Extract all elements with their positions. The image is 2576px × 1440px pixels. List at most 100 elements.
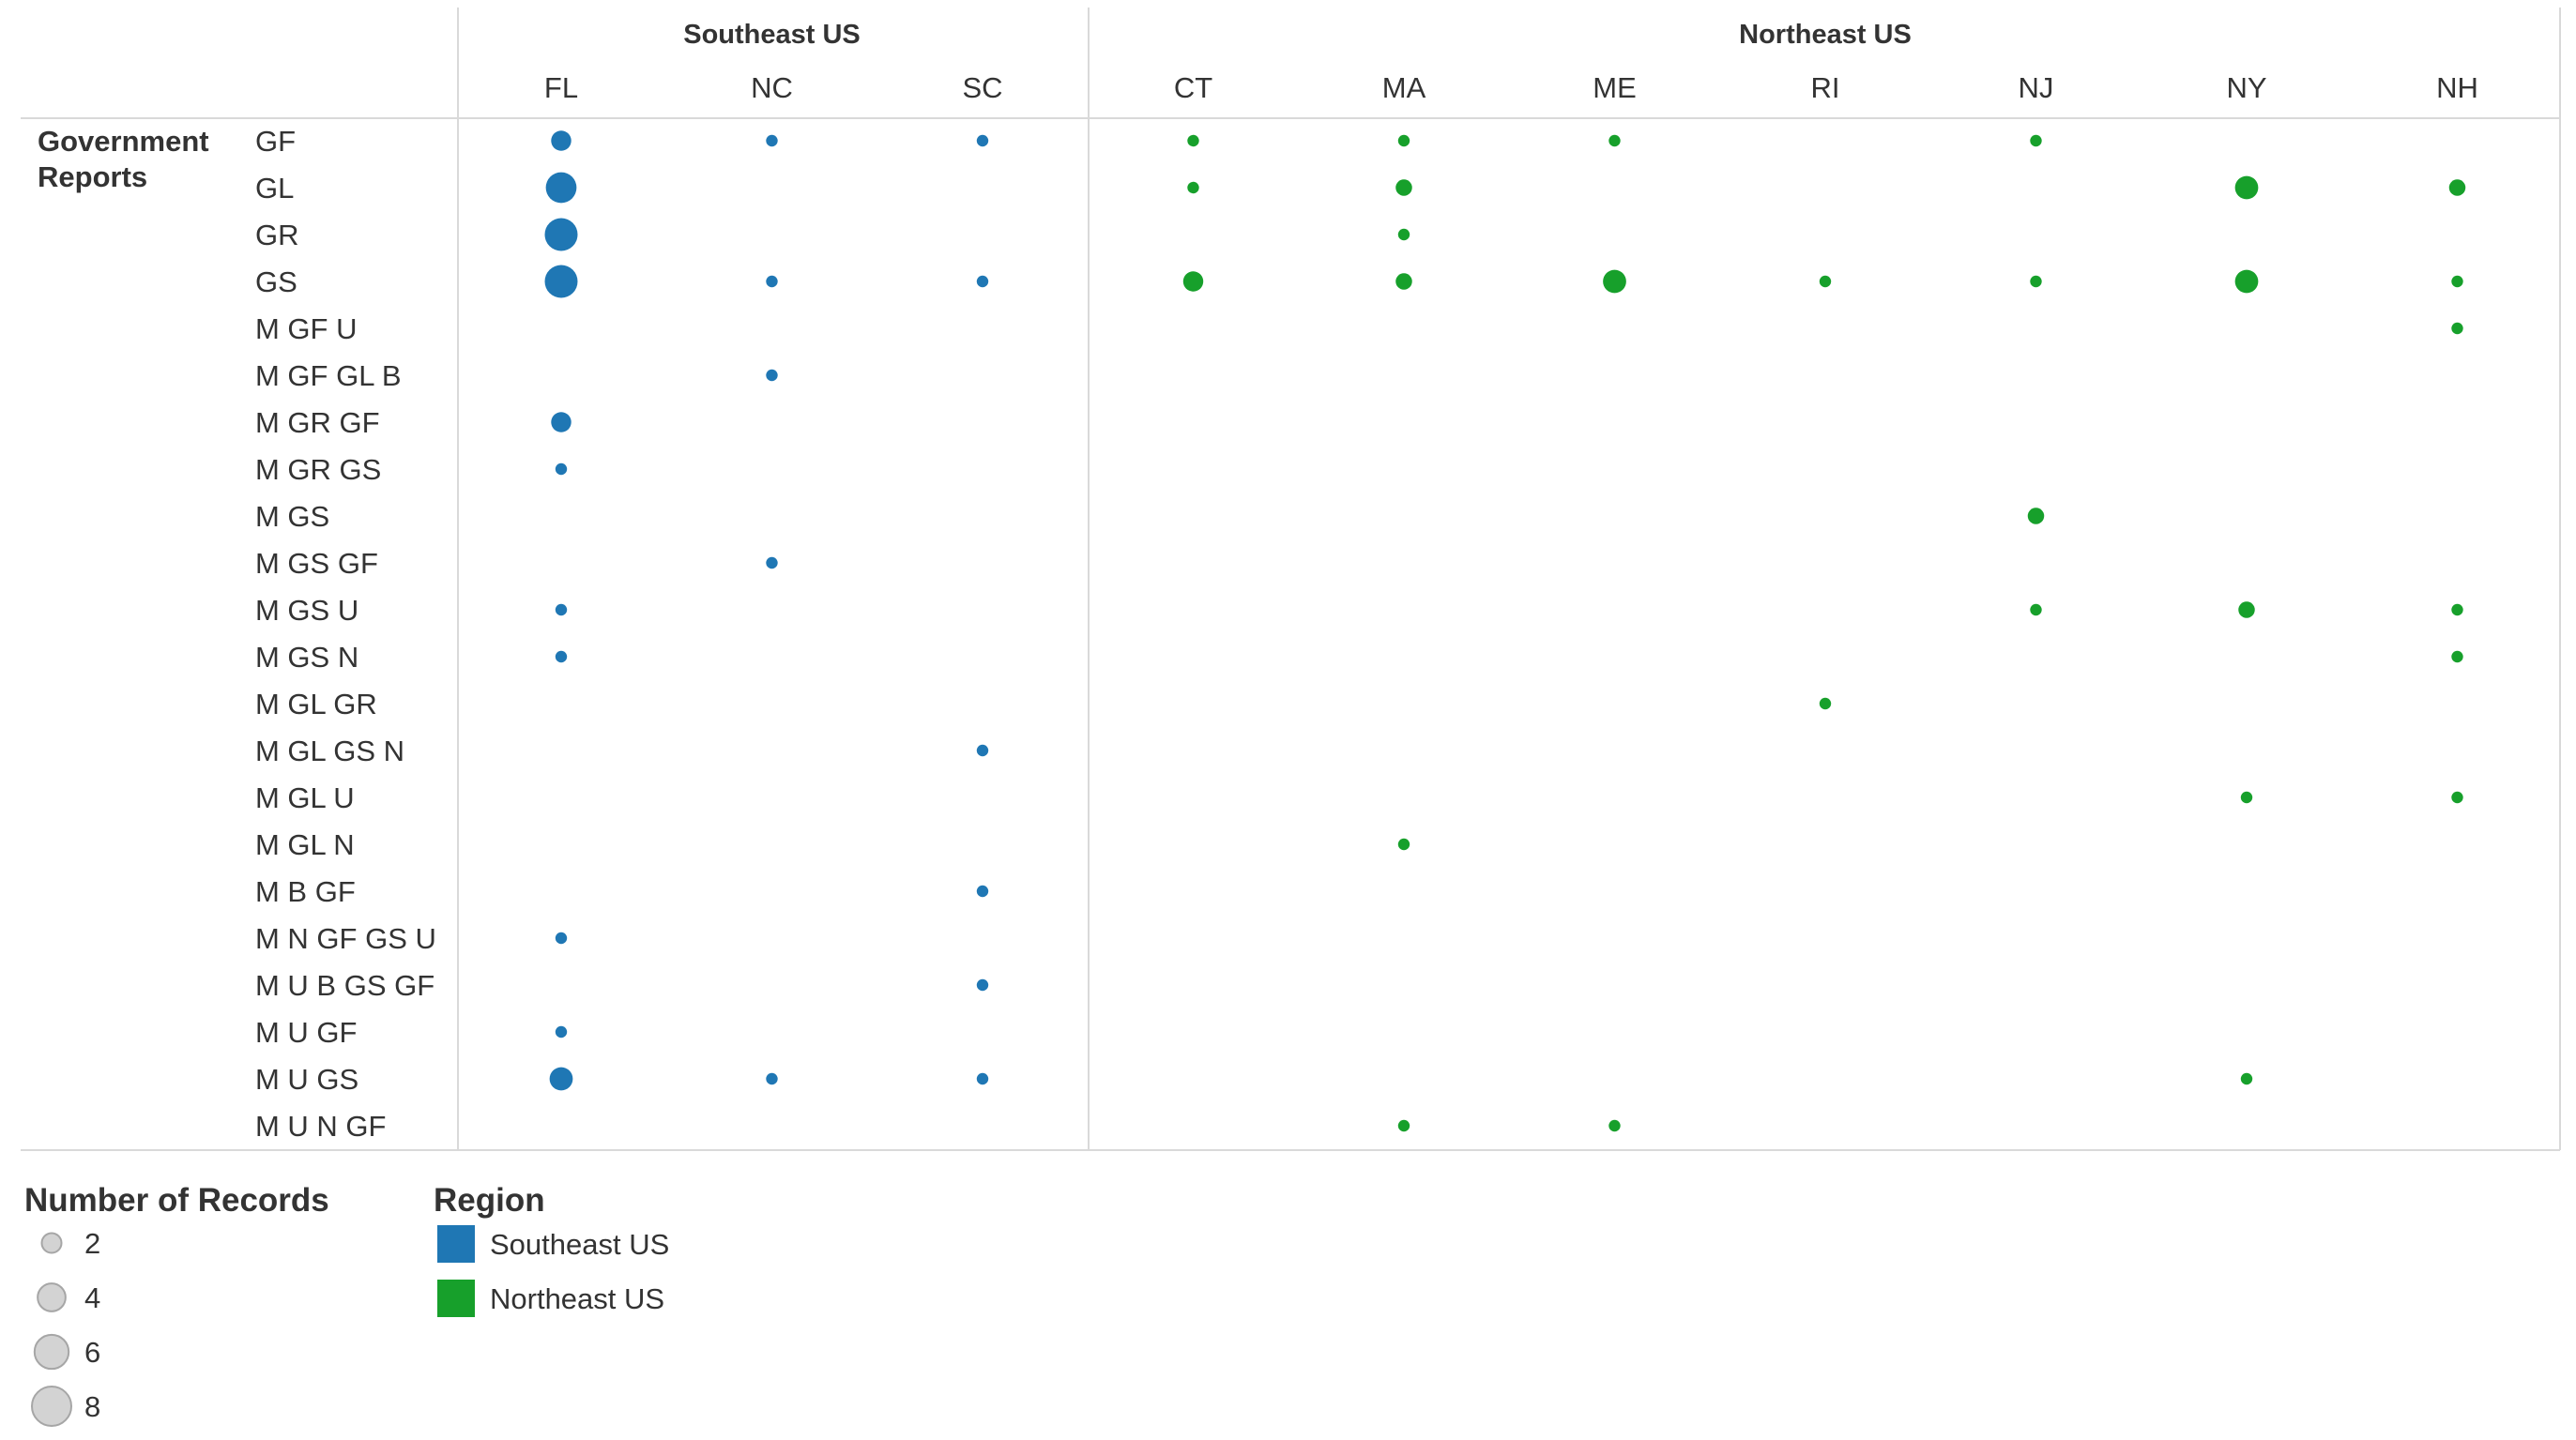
bubble-mark[interactable] — [545, 172, 577, 204]
row-label: M GS GF — [255, 547, 378, 580]
bubble-mark[interactable] — [551, 130, 572, 151]
row-label: M U N GF — [255, 1110, 387, 1143]
region-header: Southeast US — [683, 20, 861, 50]
color-legend-label[interactable]: Southeast US — [490, 1228, 669, 1261]
color-legend-label[interactable]: Northeast US — [490, 1282, 664, 1315]
bubble-mark[interactable] — [1819, 275, 1832, 288]
state-header: NH — [2436, 71, 2478, 104]
bubble-mark[interactable] — [2234, 269, 2259, 294]
bubble-mark[interactable] — [1603, 269, 1626, 294]
bubble-mark[interactable] — [1395, 273, 1412, 290]
region-header: Northeast US — [1739, 20, 1912, 50]
bubble-mark[interactable] — [766, 275, 778, 288]
row-label: M U B GS GF — [255, 969, 434, 1002]
bubble-mark[interactable] — [2448, 179, 2466, 196]
state-header: NJ — [2019, 71, 2054, 104]
row-label: M N GF GS U — [255, 922, 436, 955]
bubble-mark[interactable] — [976, 1072, 989, 1085]
bubble-mark[interactable] — [555, 462, 568, 476]
bubble-mark[interactable] — [2030, 603, 2042, 616]
bubble-mark[interactable] — [976, 744, 989, 757]
row-label: M B GF — [255, 875, 356, 908]
grid-lines — [21, 8, 2561, 1151]
size-legend-circle — [31, 1386, 72, 1427]
state-header: FL — [544, 71, 578, 104]
bubble-mark[interactable] — [555, 1025, 568, 1038]
row-label: M GR GF — [255, 406, 380, 439]
bubble-mark[interactable] — [2238, 601, 2255, 618]
bubble-mark[interactable] — [976, 275, 989, 288]
size-legend-circle — [40, 1232, 63, 1254]
row-label: M GL U — [255, 781, 355, 814]
row-label: GS — [255, 265, 297, 298]
bubble-mark[interactable] — [1608, 1119, 1621, 1132]
bubble-mark[interactable] — [2240, 791, 2253, 804]
bubble-mark[interactable] — [2451, 650, 2463, 663]
bubble-mark[interactable] — [1819, 697, 1832, 710]
row-label: M GF U — [255, 312, 358, 345]
size-legend-title: Number of Records — [24, 1182, 329, 1219]
bubble-mark[interactable] — [1187, 181, 1199, 194]
size-legend-label: 4 — [84, 1281, 100, 1314]
size-legend-circle — [33, 1333, 70, 1371]
bubble-mark[interactable] — [976, 885, 989, 898]
bubble-mark[interactable] — [1397, 228, 1410, 241]
row-label: M GR GS — [255, 453, 381, 486]
row-label: M U GF — [255, 1016, 358, 1049]
state-header: ME — [1593, 71, 1637, 104]
color-legend-title: Region — [434, 1182, 545, 1219]
bubble-mark[interactable] — [549, 1067, 573, 1091]
size-legend-label: 8 — [84, 1390, 100, 1423]
bubble-mark[interactable] — [2030, 134, 2042, 147]
row-label: M GS U — [255, 594, 358, 627]
bubble-mark[interactable] — [1397, 134, 1410, 147]
column-headers: Southeast US Northeast US FL NC SC CT MA ME RI NJ… — [544, 20, 2478, 104]
bubble-mark[interactable] — [976, 134, 989, 147]
bubble-mark[interactable] — [1397, 1119, 1410, 1132]
bubble-mark[interactable] — [976, 978, 989, 992]
bubble-mark[interactable] — [766, 556, 778, 569]
row-label: M GF GL B — [255, 359, 402, 392]
bubble-marks — [544, 130, 2466, 1132]
bubble-mark[interactable] — [2451, 603, 2463, 616]
row-label: GL — [255, 172, 294, 205]
color-legend-swatch[interactable] — [437, 1225, 475, 1263]
bubble-mark[interactable] — [2451, 275, 2463, 288]
row-label: M U GS — [255, 1063, 358, 1096]
bubble-mark[interactable] — [555, 932, 568, 945]
bubble-mark[interactable] — [544, 218, 578, 251]
bubble-mark[interactable] — [2451, 791, 2463, 804]
bubble-mark[interactable] — [1182, 271, 1204, 292]
bubble-mark[interactable] — [766, 134, 778, 147]
row-label: GF — [255, 125, 296, 158]
row-label: M GS N — [255, 641, 358, 674]
row-label: M GS — [255, 500, 329, 533]
row-label: M GL N — [255, 828, 355, 861]
color-legend-swatch[interactable] — [437, 1280, 475, 1317]
bubble-mark[interactable] — [2030, 275, 2042, 288]
bubble-mark[interactable] — [555, 650, 568, 663]
state-header: SC — [962, 71, 1002, 104]
bubble-mark[interactable] — [544, 265, 578, 298]
bubble-mark[interactable] — [551, 412, 572, 432]
bubble-mark[interactable] — [2451, 322, 2463, 335]
bubble-mark[interactable] — [2027, 508, 2045, 524]
row-label: M GL GS N — [255, 735, 404, 767]
bubble-mark[interactable] — [2240, 1072, 2253, 1085]
bubble-mark[interactable] — [2234, 175, 2259, 200]
row-label: M GL GR — [255, 688, 377, 720]
bubble-mark[interactable] — [766, 369, 778, 382]
bubble-mark[interactable] — [1395, 179, 1412, 196]
state-header: NC — [751, 71, 793, 104]
bubble-mark[interactable] — [1397, 838, 1410, 851]
state-header: RI — [1811, 71, 1840, 104]
bubble-mark[interactable] — [1608, 134, 1621, 147]
state-header: MA — [1382, 71, 1426, 104]
row-group-label: Government Reports — [38, 125, 209, 193]
state-header: CT — [1174, 71, 1212, 104]
bubble-mark[interactable] — [1187, 134, 1199, 147]
bubble-mark[interactable] — [555, 603, 568, 616]
size-legend-label: 6 — [84, 1336, 100, 1369]
bubble-mark[interactable] — [766, 1072, 778, 1085]
